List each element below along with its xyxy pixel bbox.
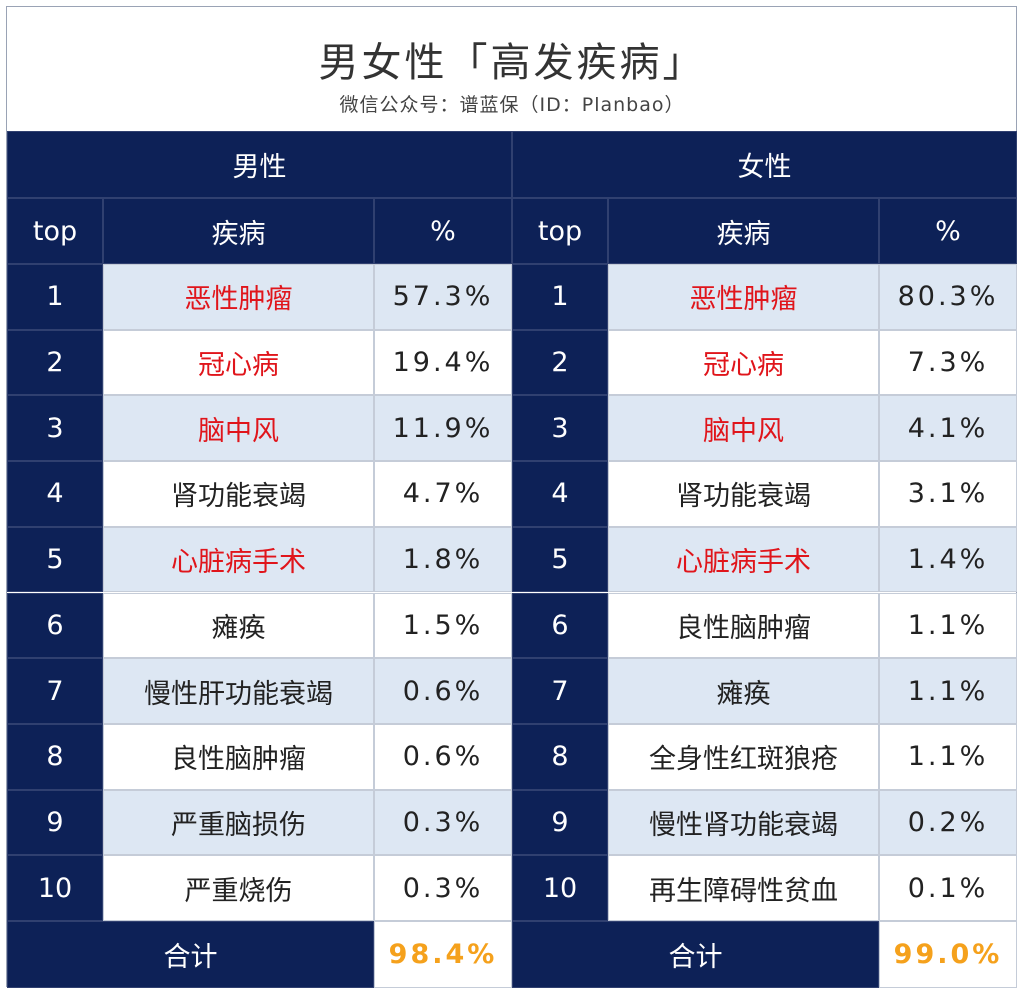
rank-cell: 2: [7, 329, 103, 396]
section-header: 女性: [512, 131, 1017, 198]
rank-cell: 8: [512, 723, 608, 790]
rank-cell: 3: [7, 395, 103, 462]
column-header-disease: 疾病: [103, 198, 374, 264]
disease-cell: 瘫痪: [103, 592, 374, 659]
rank-cell: 4: [512, 461, 608, 527]
disease-cell: 心脏病手术: [608, 526, 879, 593]
rank-cell: 5: [512, 526, 608, 593]
total-label: 合计: [512, 921, 879, 988]
rank-cell: 7: [512, 658, 608, 724]
disease-cell: 冠心病: [608, 329, 879, 396]
total-label: 合计: [7, 921, 374, 988]
percent-cell: 7.3%: [879, 329, 1017, 396]
percent-cell: 19.4%: [374, 329, 512, 396]
percent-cell: 1.4%: [879, 526, 1017, 593]
page-subtitle: 微信公众号：谱蓝保（ID：Planbao）: [339, 94, 685, 116]
rank-cell: 10: [512, 855, 608, 921]
rank-cell: 9: [512, 789, 608, 856]
disease-cell: 良性脑肿瘤: [608, 592, 879, 659]
percent-cell: 1.5%: [374, 592, 512, 659]
rank-cell: 2: [512, 329, 608, 396]
disease-cell: 恶性肿瘤: [608, 264, 879, 330]
percent-cell: 4.1%: [879, 395, 1017, 462]
disease-cell: 慢性肝功能衰竭: [103, 658, 374, 724]
percent-cell: 80.3%: [879, 264, 1017, 330]
disease-cell: 心脏病手术: [103, 526, 374, 593]
rank-cell: 8: [7, 723, 103, 790]
percent-cell: 1.1%: [879, 658, 1017, 724]
total-percent: 99.0%: [879, 921, 1017, 988]
rank-cell: 9: [7, 789, 103, 856]
rank-cell: 6: [7, 592, 103, 659]
column-header-top: top: [7, 198, 103, 264]
column-header-percent: %: [374, 198, 512, 264]
disease-cell: 瘫痪: [608, 658, 879, 724]
percent-cell: 0.3%: [374, 789, 512, 856]
disease-cell: 再生障碍性贫血: [608, 855, 879, 921]
rank-cell: 1: [512, 264, 608, 330]
percent-cell: 0.6%: [374, 723, 512, 790]
disease-cell: 良性脑肿瘤: [103, 723, 374, 790]
disease-cell: 慢性肾功能衰竭: [608, 789, 879, 856]
percent-cell: 57.3%: [374, 264, 512, 330]
rank-cell: 5: [7, 526, 103, 593]
total-percent: 98.4%: [374, 921, 512, 988]
percent-cell: 1.8%: [374, 526, 512, 593]
disease-cell: 全身性红斑狼疮: [608, 723, 879, 790]
disease-cell: 严重脑损伤: [103, 789, 374, 856]
disease-cell: 肾功能衰竭: [608, 461, 879, 527]
rank-cell: 1: [7, 264, 103, 330]
column-header-disease: 疾病: [608, 198, 879, 264]
percent-cell: 1.1%: [879, 592, 1017, 659]
column-header-top: top: [512, 198, 608, 264]
percent-cell: 0.1%: [879, 855, 1017, 921]
page-title: 男女性「高发疾病」: [318, 40, 706, 86]
column-header-percent: %: [879, 198, 1017, 264]
percent-cell: 3.1%: [879, 461, 1017, 527]
percent-cell: 0.3%: [374, 855, 512, 921]
disease-cell: 恶性肿瘤: [103, 264, 374, 330]
disease-cell: 脑中风: [608, 395, 879, 462]
percent-cell: 1.1%: [879, 723, 1017, 790]
disease-cell: 肾功能衰竭: [103, 461, 374, 527]
disease-cell: 严重烧伤: [103, 855, 374, 921]
percent-cell: 0.2%: [879, 789, 1017, 856]
rank-cell: 3: [512, 395, 608, 462]
section-header: 男性: [7, 131, 512, 198]
percent-cell: 11.9%: [374, 395, 512, 462]
percent-cell: 4.7%: [374, 461, 512, 527]
rank-cell: 10: [7, 855, 103, 921]
disease-cell: 冠心病: [103, 329, 374, 396]
rank-cell: 6: [512, 592, 608, 659]
disease-cell: 脑中风: [103, 395, 374, 462]
rank-cell: 4: [7, 461, 103, 527]
rank-cell: 7: [7, 658, 103, 724]
percent-cell: 0.6%: [374, 658, 512, 724]
